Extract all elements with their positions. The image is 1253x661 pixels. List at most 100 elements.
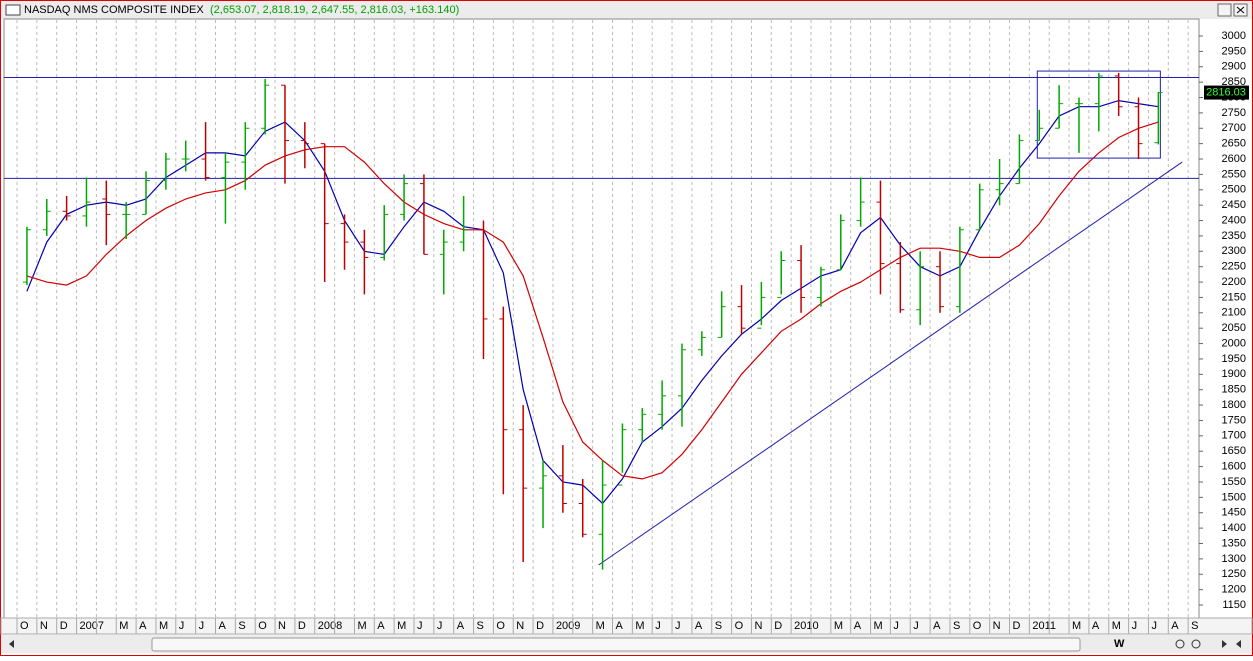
chart-subtitle: (2,653.07, 2,818.19, 2,647.55, 2,816.03,… <box>210 4 459 16</box>
y-tick-label: 2450 <box>1222 199 1246 211</box>
x-tick-label: J <box>179 620 185 632</box>
x-tick-label: M <box>119 620 128 632</box>
x-tick-label: A <box>695 620 703 632</box>
y-tick-label: 2950 <box>1222 45 1246 57</box>
y-tick-label: 1250 <box>1222 568 1246 580</box>
x-tick-label: A <box>933 620 941 632</box>
x-tick-label: J <box>893 620 899 632</box>
x-tick-label: D <box>774 620 782 632</box>
y-tick-label: 1200 <box>1222 584 1246 596</box>
x-tick-label: M <box>834 620 843 632</box>
x-tick-label: M <box>397 620 406 632</box>
y-tick-label: 1950 <box>1222 353 1246 365</box>
x-tick-label: A <box>1171 620 1179 632</box>
x-tick-label: 2010 <box>794 620 818 632</box>
x-tick-label: S <box>477 620 484 632</box>
x-tick-label: A <box>854 620 862 632</box>
trendline <box>598 161 1183 566</box>
highlight-box <box>1036 70 1161 159</box>
x-tick-label: S <box>1191 620 1198 632</box>
y-tick-label: 1450 <box>1222 507 1246 519</box>
x-tick-label: A <box>1092 620 1100 632</box>
x-tick-label: O <box>496 620 505 632</box>
y-tick-label: 1150 <box>1222 599 1246 611</box>
x-tick-label: S <box>953 620 960 632</box>
window-icon <box>5 4 21 16</box>
y-tick-label: 1650 <box>1222 445 1246 457</box>
x-tick-label: M <box>635 620 644 632</box>
y-tick-label: 2000 <box>1222 337 1246 349</box>
y-tick-label: 2900 <box>1222 61 1246 73</box>
scrollbar-thumb[interactable] <box>151 637 1081 652</box>
scroll-left[interactable] <box>9 640 14 648</box>
x-tick-label: M <box>874 620 883 632</box>
x-tick-label: N <box>754 620 762 632</box>
x-tick-label: D <box>1013 620 1021 632</box>
nav-arrows[interactable] <box>1222 640 1241 648</box>
zoom-out[interactable] <box>1175 639 1185 649</box>
x-tick-label: N <box>278 620 286 632</box>
y-tick-label: 2700 <box>1222 122 1246 134</box>
x-tick-label: J <box>1132 620 1138 632</box>
y-tick-label: 2250 <box>1222 261 1246 273</box>
toolbar-label[interactable]: W <box>1114 638 1125 650</box>
y-tick-label: 1800 <box>1222 399 1246 411</box>
x-tick-label: 2007 <box>80 620 104 632</box>
y-tick-label: 1600 <box>1222 461 1246 473</box>
x-tick-label: 2008 <box>318 620 342 632</box>
y-tick-label: 2100 <box>1222 307 1246 319</box>
x-tick-label: D <box>536 620 544 632</box>
y-tick-label: 2350 <box>1222 230 1246 242</box>
y-tick-label: 2550 <box>1222 168 1246 180</box>
x-tick-label: S <box>715 620 722 632</box>
restore-button[interactable] <box>1217 3 1232 17</box>
y-tick-label: 1700 <box>1222 430 1246 442</box>
x-tick-label: J <box>1151 620 1157 632</box>
y-tick-label: 2750 <box>1222 107 1246 119</box>
x-tick-label: D <box>298 620 306 632</box>
y-tick-label: 1900 <box>1222 368 1246 380</box>
y-tick-label: 1500 <box>1222 491 1246 503</box>
y-tick-label: 3000 <box>1222 30 1246 42</box>
x-tick-label: N <box>40 620 48 632</box>
x-tick-label: O <box>20 620 29 632</box>
moving-average <box>26 99 1159 505</box>
y-tick-label: 1400 <box>1222 522 1246 534</box>
x-tick-label: M <box>357 620 366 632</box>
y-tick-label: 1850 <box>1222 384 1246 396</box>
y-tick-label: 2300 <box>1222 245 1246 257</box>
y-tick-label: 1750 <box>1222 414 1246 426</box>
y-tick-label: 2400 <box>1222 214 1246 226</box>
x-tick-label: M <box>1072 620 1081 632</box>
moving-average <box>26 121 1159 480</box>
y-tick-label: 2050 <box>1222 322 1246 334</box>
zoom-in[interactable] <box>1191 639 1201 649</box>
x-tick-label: J <box>655 620 661 632</box>
x-tick-label: N <box>993 620 1001 632</box>
x-tick-label: J <box>437 620 443 632</box>
x-tick-label: O <box>735 620 744 632</box>
x-tick-label: J <box>417 620 423 632</box>
x-tick-label: A <box>219 620 227 632</box>
x-tick-label: A <box>139 620 147 632</box>
y-tick-label: 1300 <box>1222 553 1246 565</box>
x-tick-label: 2011 <box>1032 620 1056 632</box>
plot-area <box>3 18 1200 619</box>
x-tick-label: A <box>377 620 385 632</box>
x-tick-label: O <box>258 620 267 632</box>
x-tick-label: O <box>973 620 982 632</box>
y-tick-label: 1550 <box>1222 476 1246 488</box>
y-tick-label: 2150 <box>1222 291 1246 303</box>
x-tick-label: 2009 <box>556 620 580 632</box>
x-axis-strip <box>0 617 1253 635</box>
x-tick-label: J <box>913 620 919 632</box>
y-tick-label: 2200 <box>1222 276 1246 288</box>
chart-title: NASDAQ NMS COMPOSITE INDEX <box>24 4 204 16</box>
y-tick-label: 1350 <box>1222 537 1246 549</box>
y-tick-label: 2500 <box>1222 184 1246 196</box>
x-tick-label: M <box>596 620 605 632</box>
x-tick-label: J <box>199 620 205 632</box>
last-value-label: 2816.03 <box>1206 86 1246 98</box>
